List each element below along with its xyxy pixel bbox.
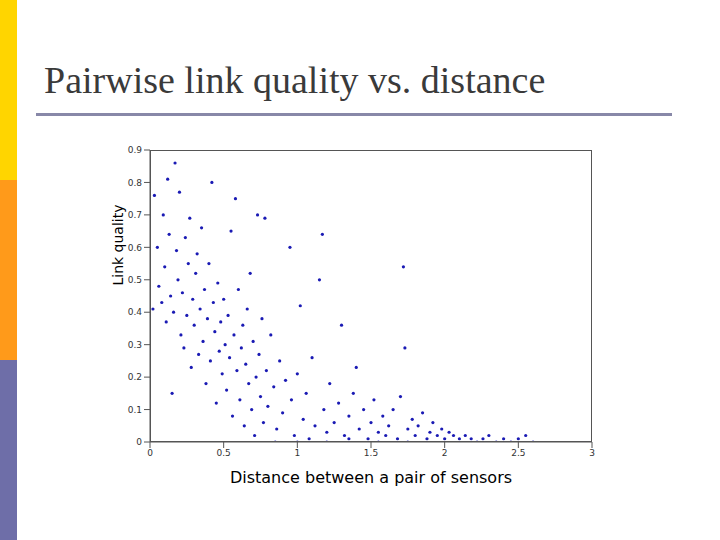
html-text:Distance between a pair of sen: Distance between a pair of sensors — [229, 468, 513, 487]
svg-text:1: 1 — [294, 448, 300, 458]
svg-text:0.5: 0.5 — [128, 275, 142, 285]
svg-text:0.6: 0.6 — [128, 243, 143, 253]
svg-text:0.7: 0.7 — [128, 210, 142, 220]
svg-text:1.5: 1.5 — [364, 448, 378, 458]
svg-text:3: 3 — [589, 448, 595, 458]
svg-text:0.1: 0.1 — [128, 405, 142, 415]
svg-text:0.9: 0.9 — [128, 145, 143, 155]
svg-text:2.5: 2.5 — [511, 448, 525, 458]
svg-text:0: 0 — [147, 448, 153, 458]
svg-text:0.5: 0.5 — [217, 448, 231, 458]
html-text:Pairwise link quality vs. dist: Pairwise link quality vs. distance — [44, 59, 546, 101]
svg-text:2: 2 — [442, 448, 448, 458]
svg-text:0.3: 0.3 — [128, 340, 142, 350]
svg-text:0.8: 0.8 — [128, 178, 143, 188]
svg-text:0.2: 0.2 — [128, 372, 142, 382]
html-text:Link quality: Link quality — [110, 204, 126, 286]
svg-text:0: 0 — [136, 437, 142, 447]
svg-text:0.4: 0.4 — [128, 307, 143, 317]
